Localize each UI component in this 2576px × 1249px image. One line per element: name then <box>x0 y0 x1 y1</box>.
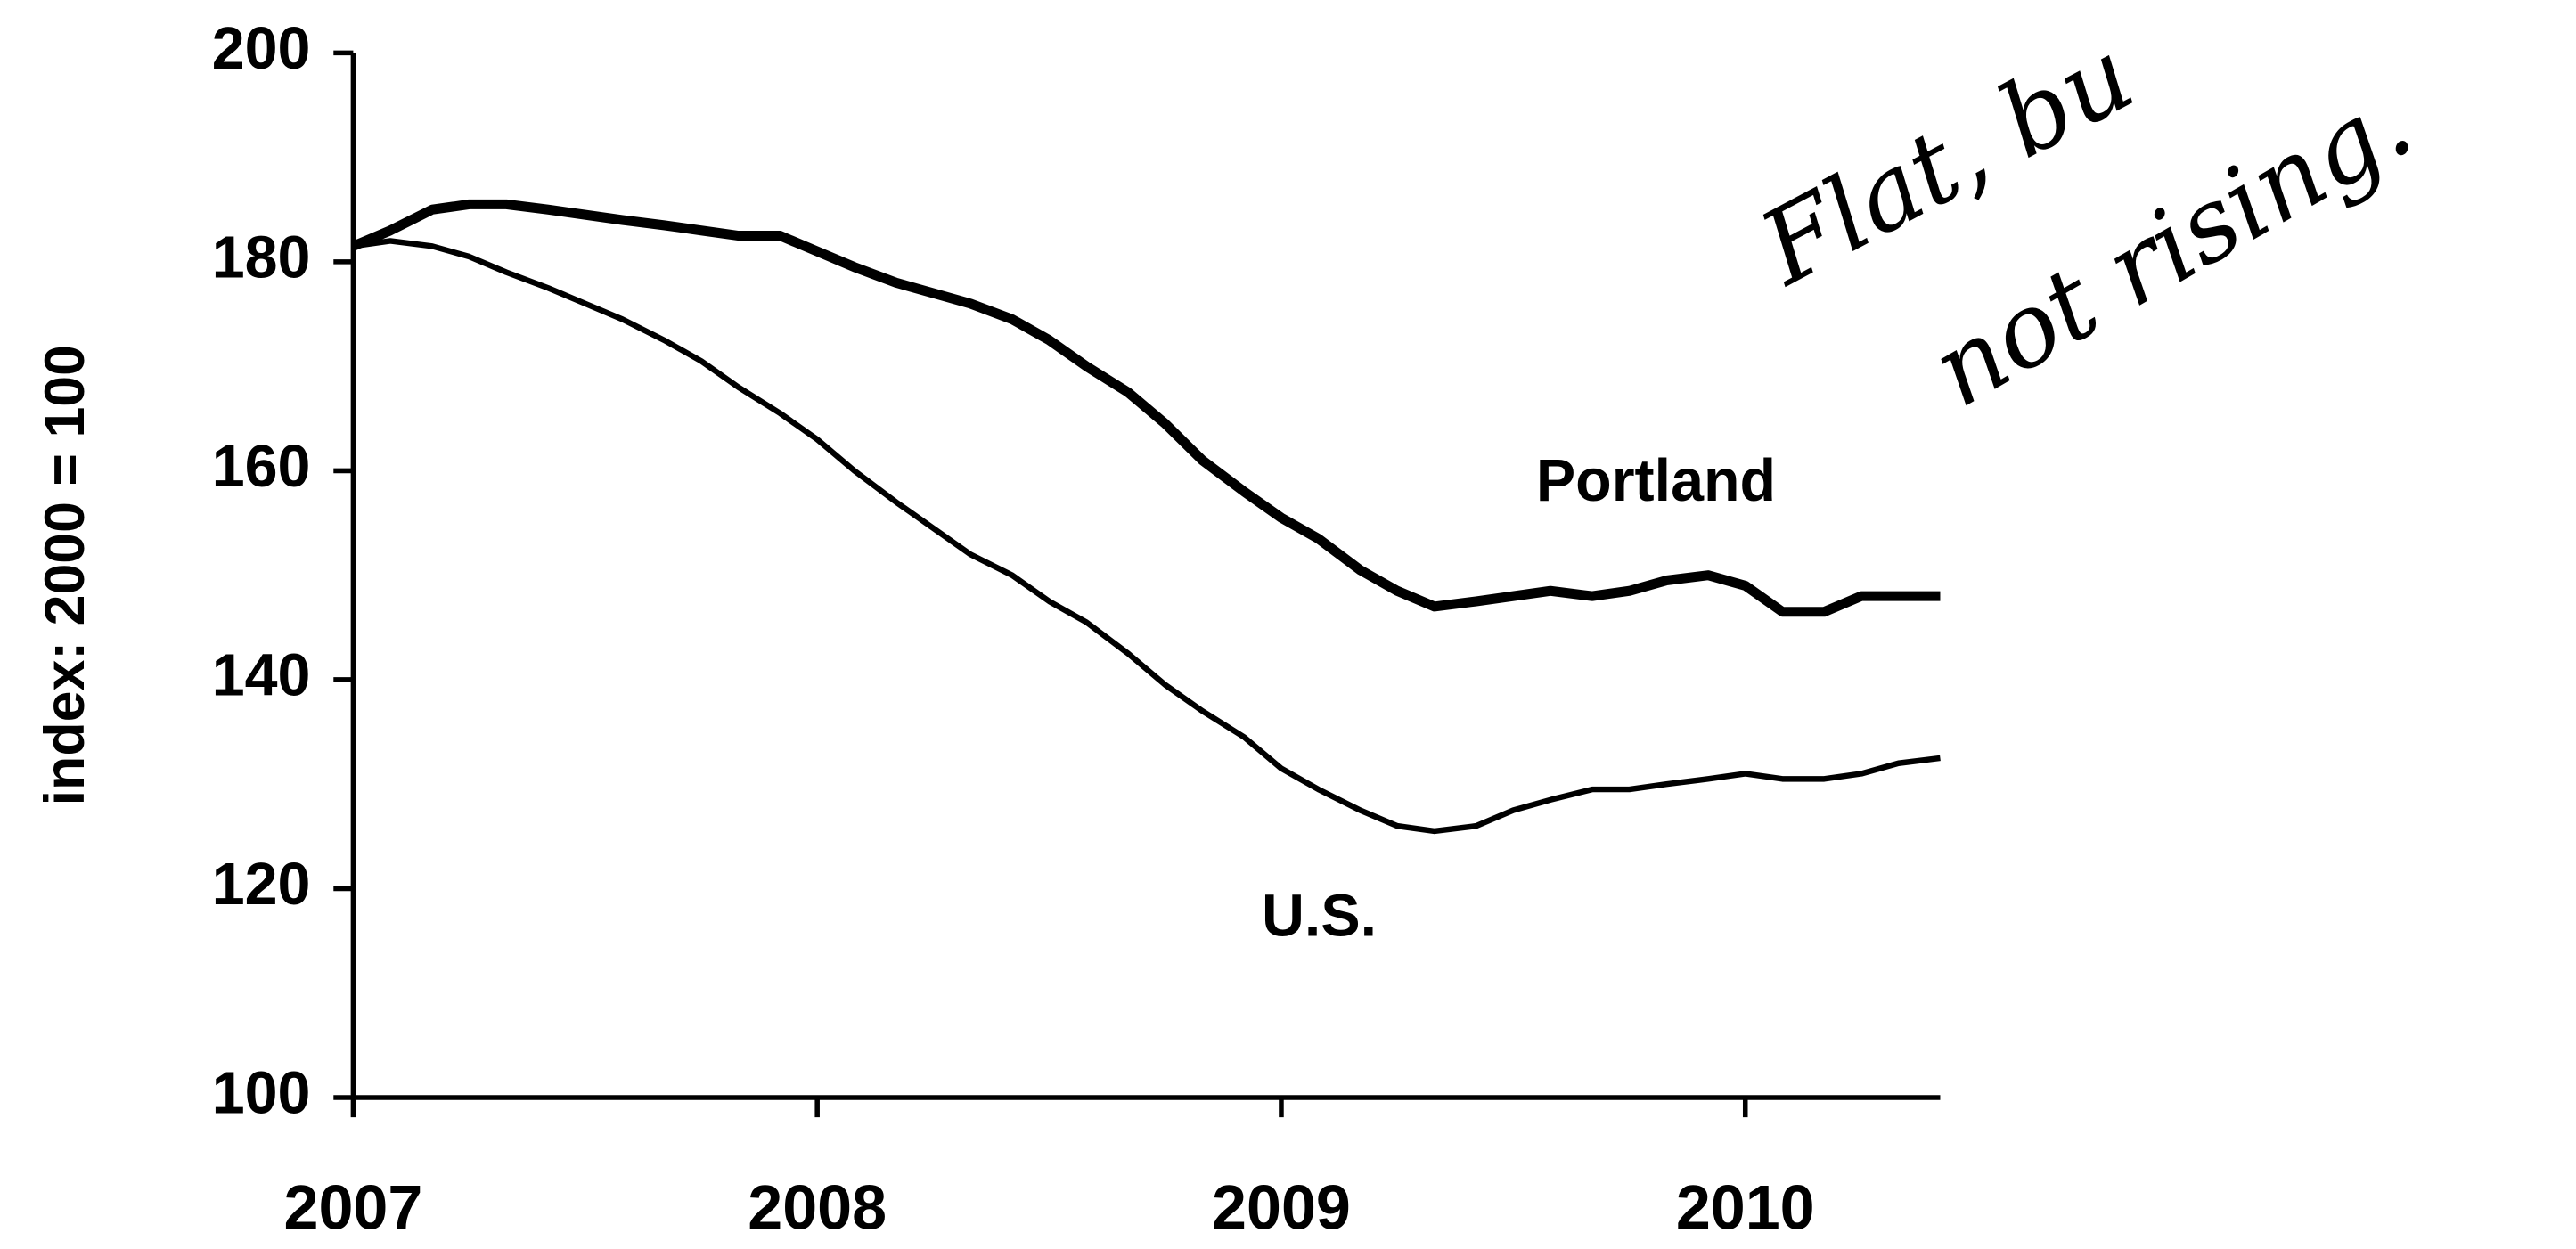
y-tick-label: 140 <box>212 642 311 708</box>
y-axis-label: index: 2000 = 100 <box>34 345 96 805</box>
x-tick-label: 2008 <box>748 1173 887 1243</box>
y-tick-label: 200 <box>212 16 311 82</box>
series-line <box>351 199 1941 617</box>
series-label: Portland <box>1536 448 1776 514</box>
x-tick-label: 2009 <box>1212 1173 1351 1243</box>
x-tick-label: 2007 <box>283 1173 422 1243</box>
x-tick-label: 2010 <box>1676 1173 1815 1243</box>
y-tick-label: 160 <box>212 434 311 500</box>
y-tick-label: 180 <box>212 224 311 290</box>
y-tick-label: 100 <box>212 1061 311 1127</box>
y-tick-label: 120 <box>212 852 311 918</box>
series-label: U.S. <box>1262 883 1377 949</box>
series-line <box>352 238 1941 835</box>
